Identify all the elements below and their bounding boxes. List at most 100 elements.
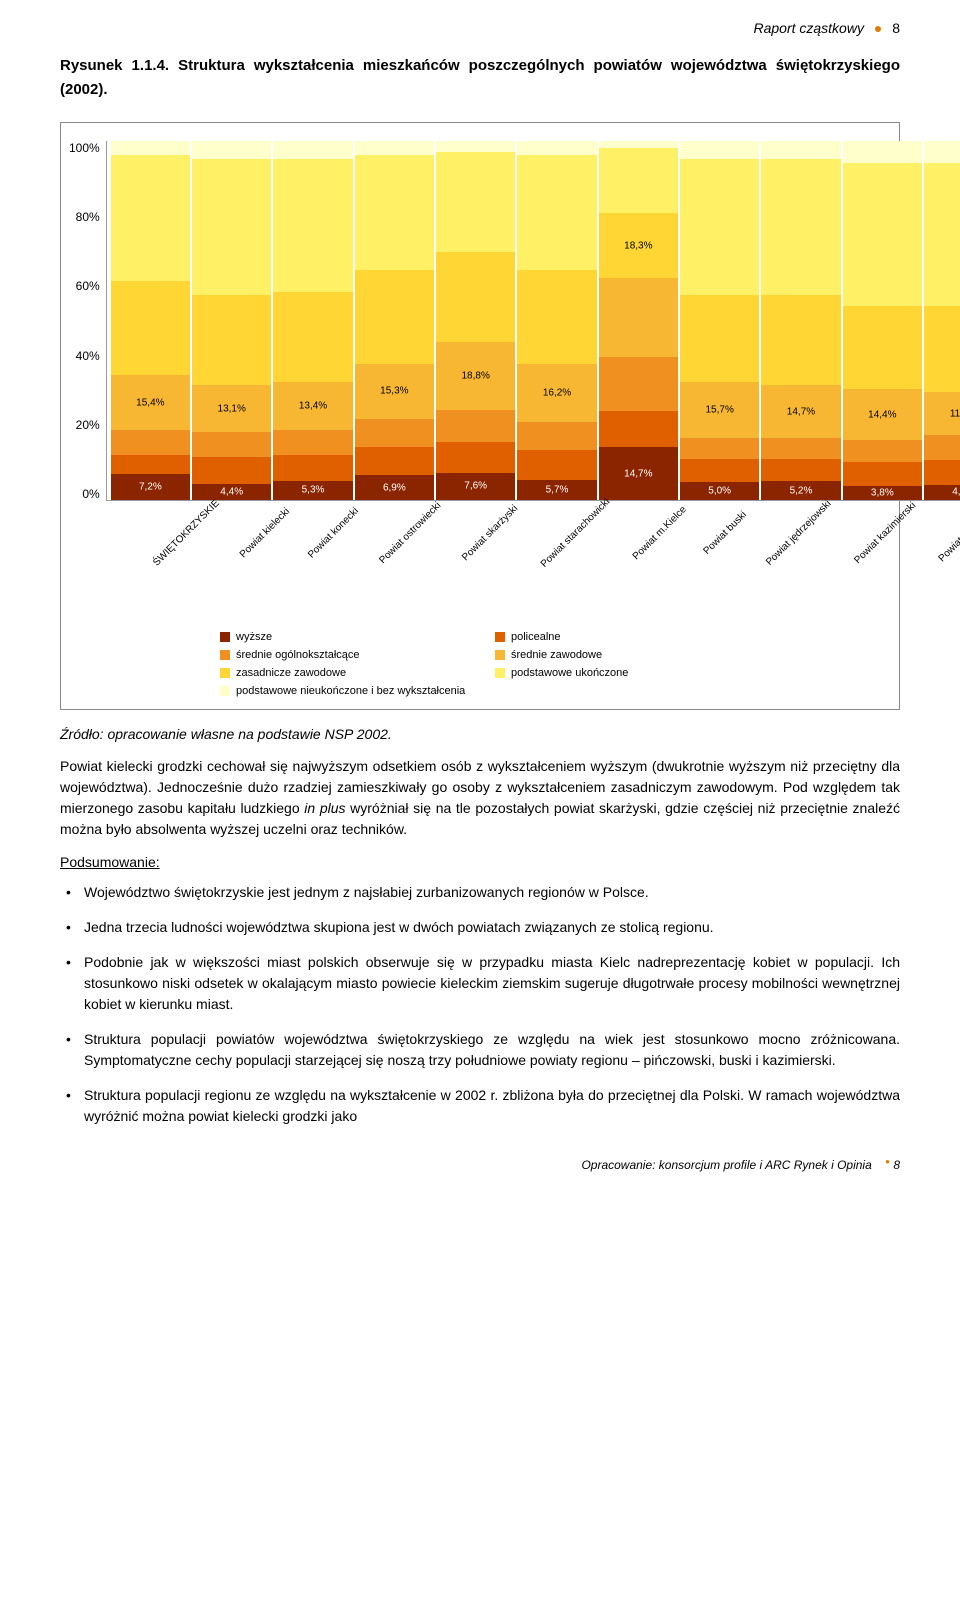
- bar-segment: 14,7%: [761, 385, 840, 438]
- page-header: Raport cząstkowy ● 8: [60, 20, 900, 36]
- summary-bullet: Jedna trzecia ludności województwa skupi…: [84, 917, 900, 938]
- legend-swatch: [220, 668, 230, 678]
- page-footer: Opracowanie: konsorcjum profile i ARC Ry…: [60, 1157, 900, 1172]
- segment-label: 15,7%: [705, 404, 733, 415]
- bar-segment: [843, 306, 922, 389]
- report-label: Raport cząstkowy: [753, 20, 863, 36]
- bar-segment: [355, 270, 434, 363]
- legend-label: podstawowe nieukończone i bez wykształce…: [236, 685, 465, 697]
- y-axis: 100%80%60%40%20%0%: [69, 141, 106, 501]
- bar-column: 24,5%16,2%5,7%: [517, 141, 596, 500]
- bar-segment: 15,4%: [111, 375, 190, 430]
- bar-segment: [111, 430, 190, 455]
- bar-column: 34,7%14,4%3,8%: [843, 141, 922, 500]
- legend-swatch: [220, 650, 230, 660]
- bar-segment: [761, 141, 840, 159]
- bar-segment: [355, 419, 434, 448]
- header-page: 8: [892, 20, 900, 36]
- para1-italic: in plus: [304, 800, 345, 816]
- bar-segment: [924, 435, 960, 460]
- y-tick: 0%: [82, 487, 99, 501]
- bar-segment: [761, 159, 840, 295]
- segment-label: 18,8%: [461, 370, 489, 381]
- segment-label: 7,2%: [139, 482, 162, 493]
- y-tick: 60%: [76, 279, 100, 293]
- legend-swatch: [220, 686, 230, 696]
- bar-column: 33,5%11,9%4,2%: [924, 141, 960, 500]
- bar-segment: [436, 410, 515, 442]
- legend-swatch: [220, 632, 230, 642]
- legend-item: średnie ogólnokształcące: [220, 649, 465, 661]
- header-bullet: ●: [874, 20, 882, 36]
- legend-label: średnie ogólnokształcące: [236, 649, 360, 661]
- footer-bullet: ●: [885, 1157, 890, 1166]
- segment-label: 14,4%: [868, 409, 896, 420]
- bar-segment: [273, 159, 352, 292]
- bar-segment: [517, 270, 596, 363]
- bar-segment: 15,7%: [680, 382, 759, 438]
- bar-segment: [355, 141, 434, 155]
- legend-item: podstawowe nieukończone i bez wykształce…: [220, 685, 740, 697]
- figure-title: Rysunek 1.1.4. Struktura wykształcenia m…: [60, 54, 900, 102]
- legend-swatch: [495, 650, 505, 660]
- chart-container: 100%80%60%40%20%0% 26,2%15,4%7,2%32,7%13…: [60, 122, 900, 710]
- bar-column: 29,7%13,4%5,3%: [273, 141, 352, 500]
- plot-area: 26,2%15,4%7,2%32,7%13,1%4,4%29,7%13,4%5,…: [106, 141, 960, 621]
- bar-segment: [355, 447, 434, 475]
- bar-segment: [843, 141, 922, 163]
- legend-item: średnie zawodowe: [495, 649, 740, 661]
- bar-segment: [599, 411, 678, 447]
- y-tick: 80%: [76, 210, 100, 224]
- bar-segment: [192, 141, 271, 159]
- bar-segment: [680, 459, 759, 482]
- bar-column: 30,2%14,7%5,2%: [761, 141, 840, 500]
- bar-segment: [273, 455, 352, 481]
- bar-segment: 14,4%: [843, 389, 922, 441]
- bar-segment: [436, 252, 515, 342]
- bar-segment: [599, 141, 678, 148]
- bar-segment: [680, 295, 759, 381]
- bar-segment: [924, 306, 960, 392]
- bar-segment: [273, 141, 352, 159]
- chart-legend: wyższepolicealneśrednie ogólnokształcące…: [220, 631, 740, 697]
- bar-segment: [273, 430, 352, 455]
- bar-segment: [111, 141, 190, 155]
- legend-label: policealne: [511, 631, 561, 643]
- chart-source: Źródło: opracowanie własne na podstawie …: [60, 726, 900, 742]
- bars-row: 26,2%15,4%7,2%32,7%13,1%4,4%29,7%13,4%5,…: [106, 141, 960, 501]
- segment-label: 14,7%: [787, 406, 815, 417]
- legend-swatch: [495, 668, 505, 678]
- footer-page: 8: [893, 1158, 900, 1172]
- footer-text: Opracowanie: konsorcjum profile i ARC Ry…: [581, 1158, 871, 1172]
- bar-segment: [355, 155, 434, 270]
- bar-column: 20,2%18,8%7,6%: [436, 141, 515, 500]
- bar-segment: [192, 432, 271, 457]
- summary-list: Województwo świętokrzyskie jest jednym z…: [60, 882, 900, 1127]
- summary-bullet: Struktura populacji powiatów województwa…: [84, 1029, 900, 1071]
- segment-label: 15,3%: [380, 386, 408, 397]
- legend-item: podstawowe ukończone: [495, 667, 740, 679]
- bar-segment: [680, 438, 759, 460]
- bar-segment: [436, 152, 515, 253]
- y-tick: 40%: [76, 349, 100, 363]
- summary-bullet: Struktura populacji regionu ze względu n…: [84, 1085, 900, 1127]
- bar-segment: 18,3%: [599, 213, 678, 279]
- bar-segment: 11,9%: [924, 392, 960, 435]
- y-tick: 100%: [69, 141, 100, 155]
- legend-item: zasadnicze zawodowe: [220, 667, 465, 679]
- body-paragraph-1: Powiat kielecki grodzki cechował się naj…: [60, 756, 900, 840]
- legend-swatch: [495, 632, 505, 642]
- summary-heading: Podsumowanie:: [60, 854, 900, 870]
- legend-label: podstawowe ukończone: [511, 667, 628, 679]
- bar-column: 29,7%15,7%5,0%: [680, 141, 759, 500]
- segment-label: 18,3%: [624, 240, 652, 251]
- figure-title-text: Struktura wykształcenia mieszkańców posz…: [60, 57, 900, 98]
- summary-bullet: Podobnie jak w większości miast polskich…: [84, 952, 900, 1015]
- bar-column: 15,0%18,3%14,7%: [599, 141, 678, 500]
- bar-segment: [517, 141, 596, 155]
- bar-segment: [517, 450, 596, 479]
- bar-segment: [680, 159, 759, 295]
- bar-segment: [436, 442, 515, 473]
- bar-segment: 13,4%: [273, 382, 352, 430]
- bar-segment: [761, 438, 840, 460]
